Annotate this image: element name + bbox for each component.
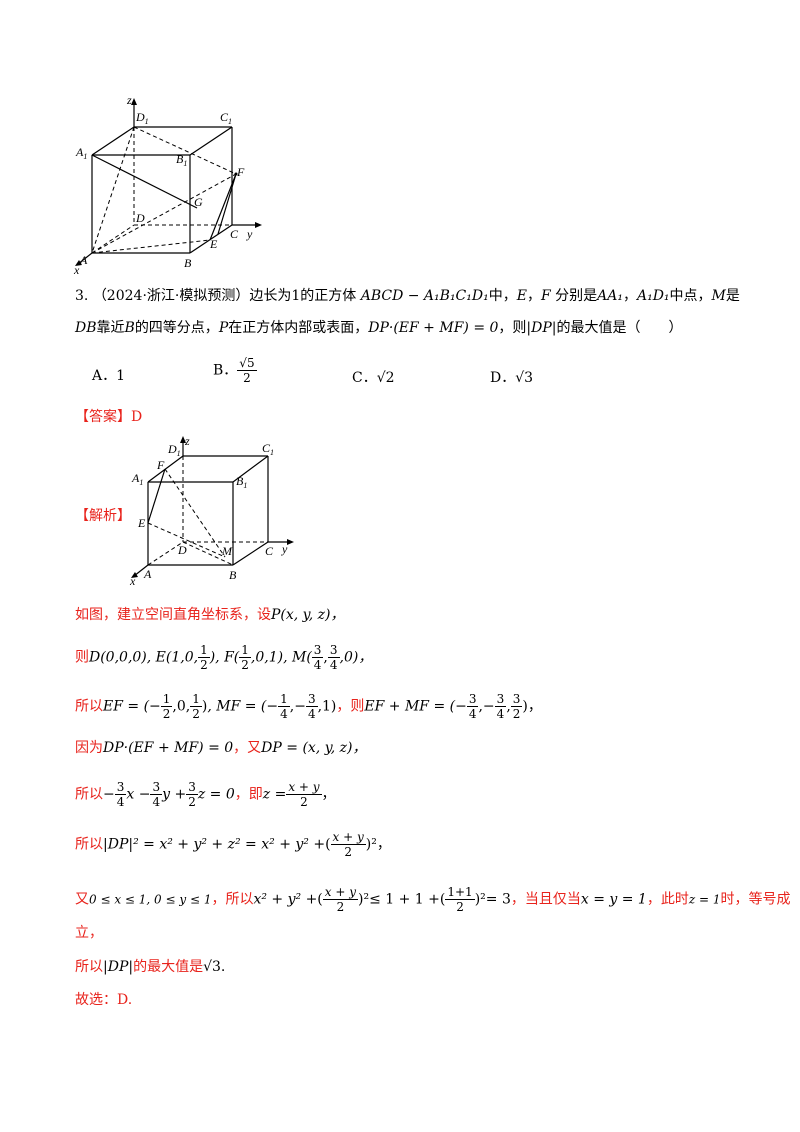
svg-text:E: E (137, 516, 146, 530)
label-y: y (246, 227, 253, 241)
label-x: x (73, 263, 80, 275)
jiexi-label: 【解析】 (75, 508, 131, 524)
label-D1: D1 (135, 110, 149, 126)
svg-text:B: B (229, 568, 237, 582)
solution-line-1: 如图，建立空间直角坐标系，设P(x, y, z)， (75, 607, 345, 623)
condition: DP·(EF + MF) = 0 (368, 320, 499, 336)
label-B1: B1 (176, 152, 187, 168)
label-D: D (135, 211, 145, 225)
label-E: E (209, 237, 218, 251)
solution-line-8: 立， (75, 925, 103, 941)
label-B: B (184, 256, 192, 270)
cube-name: ABCD − A₁B₁C₁D₁ (360, 288, 489, 304)
option-a[interactable]: A．1 (92, 368, 126, 384)
svg-text:C1: C1 (262, 441, 274, 457)
svg-text:A: A (143, 567, 152, 581)
label-A1: A1 (75, 145, 87, 161)
svg-text:B1: B1 (236, 474, 247, 490)
solution-line-10: 故选：D. (75, 992, 133, 1008)
svg-text:y: y (281, 542, 288, 556)
label-C: C (230, 227, 239, 241)
svg-text:D: D (177, 543, 187, 557)
solution-line-9: 所以|DP|的最大值是√3. (75, 959, 226, 975)
question-number: 3. (75, 288, 89, 304)
svg-text:D1: D1 (167, 442, 181, 458)
solution-line-5: 所以− 3 4 x −3 4 y +3 2 z = 0，即z = x + y 2， (75, 780, 336, 809)
svg-text:C: C (265, 544, 274, 558)
label-F: F (236, 165, 245, 179)
answer-label: 【答案】 (75, 409, 131, 425)
figure-cube-2: D1 z C1 A1 F B1 E D M C y A B x (129, 435, 294, 585)
option-d[interactable]: D．√3 (490, 370, 534, 386)
solution-line-6: 所以|DP|² = x² + y² + z² = x² + y² +(x + y… (75, 830, 391, 859)
answer-line: 【答案】D (75, 407, 142, 427)
svg-text:z: z (184, 435, 190, 448)
option-c[interactable]: C．√2 (352, 370, 395, 386)
question-source: （2024·浙江·模拟预测）边长为1的正方体 (92, 288, 357, 304)
svg-text:A1: A1 (131, 471, 143, 487)
svg-text:M: M (221, 544, 233, 558)
figure-cube-1: z D1 C1 A1 B1 F G D C y E A B x (73, 93, 262, 275)
label-C1: C1 (220, 110, 232, 126)
label-z: z (126, 93, 132, 107)
label-G: G (194, 195, 203, 209)
label-A: A (79, 253, 88, 267)
svg-text:x: x (129, 574, 136, 585)
solution-line-4: 因为DP·(EF + MF) = 0，又DP = (x, y, z)， (75, 740, 367, 756)
solution-line-3: 所以EF = (− 1 2,0, 1 2), MF = (− 1 4 ,− 3 4,1)，则EF … (75, 692, 542, 721)
svg-text:F: F (156, 458, 165, 472)
question-line-1: 3. （2024·浙江·模拟预测）边长为1的正方体 ABCD − A₁B₁C₁D… (75, 288, 740, 304)
solution-line-2: 则D(0,0,0), E(1,0, 1 2), F(1 2,0,1), M(3 4, 3 4… (75, 643, 373, 672)
question-line-2: DB靠近B的四等分点，P在正方体内部或表面，DP·(EF + MF) = 0，则… (75, 320, 683, 336)
option-b[interactable]: B． √5 2 (213, 356, 257, 385)
answer-value: D (131, 409, 143, 425)
